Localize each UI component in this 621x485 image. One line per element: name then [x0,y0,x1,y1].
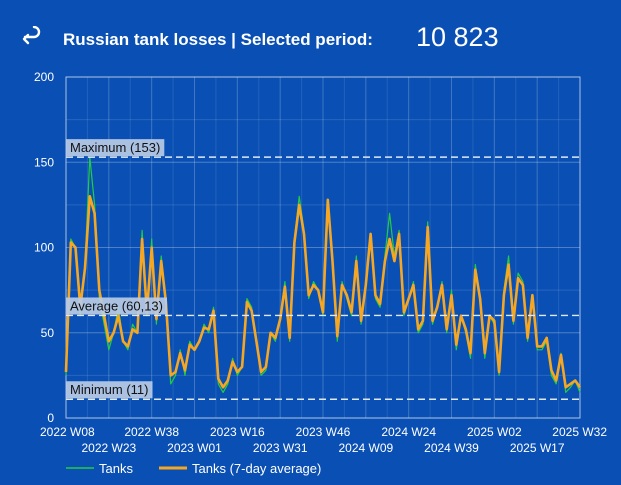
header: Russian tank losses | Selected period: 1… [0,0,621,70]
x-tick-label: 2023 W01 [167,441,222,455]
y-tick-label: 50 [41,326,55,340]
reference-label: Average (60,13) [66,297,167,315]
x-tick-label: 2024 W09 [338,441,393,455]
plot-frame [65,76,581,419]
x-tick-label: 2022 W08 [40,425,95,439]
reference-label-box [66,139,165,157]
x-tick-label: 2025 W17 [510,441,565,455]
x-tick-label: 2025 W32 [552,425,607,439]
chart-title: Russian tank losses | Selected period: [63,30,373,49]
x-tick-label: 2022 W38 [124,425,179,439]
x-tick-label: 2023 W31 [253,441,308,455]
series-line-tanks-7day-average [64,195,582,389]
x-tick-label: 2022 W23 [81,441,136,455]
y-tick-label: 150 [34,155,54,169]
reference-label-text: Average (60,13) [70,298,163,313]
total-losses-value: 10 823 [416,22,499,52]
reference-label: Maximum (153) [66,139,165,157]
y-tick-label: 0 [47,411,54,425]
reference-label-box [66,297,167,315]
x-tick-label: 2025 W02 [467,425,522,439]
legend-label-tanks-7day-average: Tanks (7-day average) [192,461,321,476]
x-tick-label: 2024 W39 [424,441,479,455]
x-tick-label: 2024 W24 [381,425,436,439]
y-tick-label: 100 [34,241,54,255]
reference-label-text: Maximum (153) [70,140,160,155]
reference-label-box [66,381,153,399]
undo-arrow-icon[interactable] [20,25,44,50]
x-tick-label: 2023 W46 [296,425,351,439]
y-tick-label: 200 [34,70,54,84]
x-tick-label: 2023 W16 [210,425,265,439]
reference-label: Minimum (11) [66,381,153,399]
reference-label-text: Minimum (11) [70,382,149,397]
legend-label-tanks: Tanks [99,461,133,476]
